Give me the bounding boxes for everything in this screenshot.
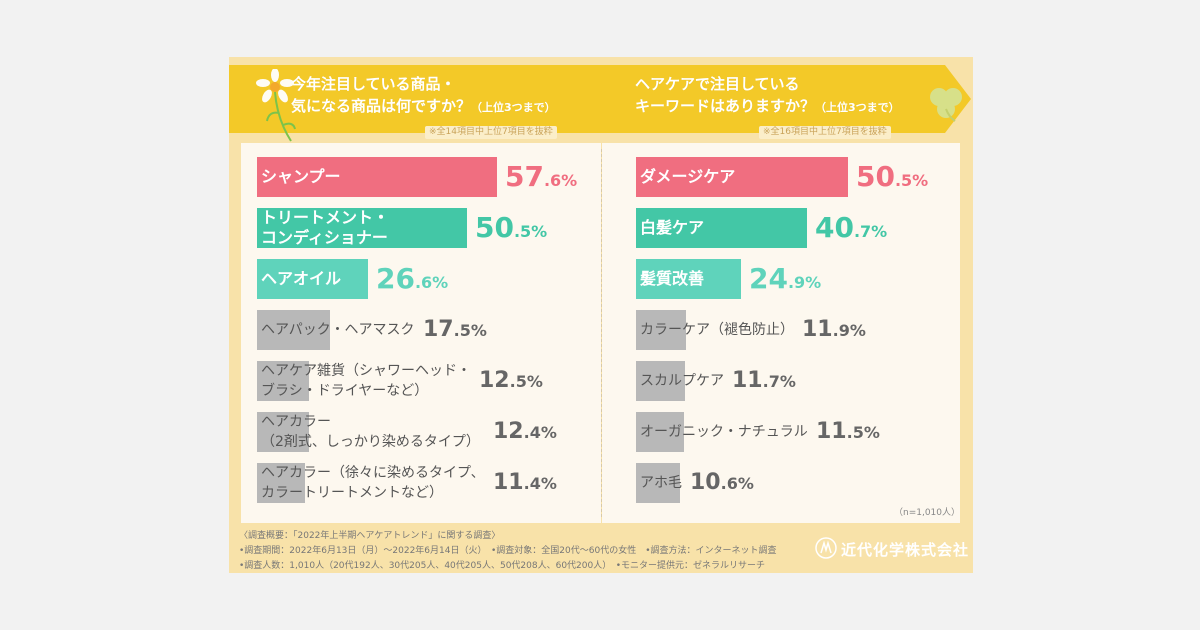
value-label: 50.5% xyxy=(856,160,929,193)
company-name: 近代化学株式会社 xyxy=(841,541,970,559)
note-right: ※全16項目中上位7項目を抜粋 xyxy=(759,126,891,139)
bar xyxy=(636,259,741,299)
chart-panel-left: シャンプー 57.6% トリートメント・ コンディショナー 50.5% ヘアオイル 26.6… xyxy=(241,143,601,523)
question-banner xyxy=(229,65,945,133)
bar-label: ヘアパック・ヘアマスク xyxy=(261,322,415,338)
value-label: 11.9% xyxy=(802,317,866,342)
bar-label: シャンプー xyxy=(261,167,341,186)
value-label: 10.6% xyxy=(690,470,754,495)
bar xyxy=(257,208,467,248)
chart-right: ダメージケア 50.5% 白髪ケア 40.7% 髪質改善 24.9% カラーケア（褪色防止）… xyxy=(602,143,960,523)
question-right-line1: ヘアケアで注目している xyxy=(635,75,800,93)
value-label: 24.9% xyxy=(749,262,822,295)
question-left-sub: （上位3つまで） xyxy=(471,101,556,114)
value-label: 26.6% xyxy=(376,262,449,295)
flower-icon xyxy=(256,69,296,142)
bar xyxy=(257,463,305,503)
bar xyxy=(257,361,309,401)
footer-sample: •調査人数：1,010人（20代192人、30代205人、40代205人、50代… xyxy=(239,561,766,571)
footer-period: •調査期間：2022年6月13日（月）～2022年6月14日（火） •調査対象：… xyxy=(239,546,777,556)
sample-size-note: （n=1,010人） xyxy=(894,508,961,518)
bar xyxy=(636,463,680,503)
bar xyxy=(257,157,497,197)
bar-label: アホ毛 xyxy=(640,475,682,491)
value-label: 11.7% xyxy=(732,368,796,393)
bar-label: スカルプケア xyxy=(640,373,724,389)
bar-label: ヘアカラー （2剤式、しっかり染めるタイプ） xyxy=(261,414,480,450)
value-label: 12.4% xyxy=(493,419,557,444)
bar-label: カラーケア（褪色防止） xyxy=(640,322,794,338)
bar xyxy=(636,412,684,452)
chart-panel-right: ダメージケア 50.5% 白髪ケア 40.7% 髪質改善 24.9% カラーケア（褪色防止）… xyxy=(602,143,960,523)
value-label: 40.7% xyxy=(815,211,888,244)
value-label: 57.6% xyxy=(505,160,578,193)
value-label: 17.5% xyxy=(423,317,487,342)
bar xyxy=(636,361,685,401)
bar xyxy=(257,412,309,452)
question-left-line1: 今年注目している商品・ xyxy=(291,75,456,93)
clover-icon xyxy=(930,88,962,122)
note-left: ※全14項目中上位7項目を抜粋 xyxy=(425,126,557,139)
question-right-line2: キーワードはありますか？ xyxy=(635,97,816,115)
question-left: 今年注目している商品・ 気になる商品は何ですか？（上位3つまで） xyxy=(291,73,556,119)
question-right: ヘアケアで注目している キーワードはありますか？（上位3つまで） xyxy=(635,73,900,119)
bar-label: ヘアオイル xyxy=(261,269,342,288)
divider-line xyxy=(601,149,602,517)
question-left-line2: 気になる商品は何ですか？ xyxy=(291,97,472,115)
bar xyxy=(257,259,368,299)
bar-label: 白髪ケア xyxy=(640,218,705,237)
value-label: 50.5% xyxy=(475,211,548,244)
bar-label: オーガニック・ナチュラル xyxy=(640,424,808,440)
bar xyxy=(257,310,330,350)
bar xyxy=(636,208,807,248)
footer-summary: 〈調査概要：「2022年上半期ヘアケアトレンド」に関する調査〉 xyxy=(239,531,501,541)
value-label: 12.5% xyxy=(479,368,543,393)
bar-label: ヘアカラー（徐々に染めるタイプ、 カラートリートメントなど） xyxy=(261,465,485,501)
bar-label: ダメージケア xyxy=(640,167,736,186)
bar xyxy=(636,157,848,197)
bar-label: ヘアケア雑貨（シャワーヘッド・ ブラシ・ドライヤーなど） xyxy=(261,363,471,399)
infographic-card: 今年注目している商品・ 気になる商品は何ですか？（上位3つまで） ヘアケアで注目… xyxy=(229,57,973,573)
question-right-sub: （上位3つまで） xyxy=(815,101,900,114)
bar xyxy=(636,310,686,350)
value-label: 11.5% xyxy=(816,419,880,444)
value-label: 11.4% xyxy=(493,470,557,495)
chart-left: シャンプー 57.6% トリートメント・ コンディショナー 50.5% ヘアオイル 26.6… xyxy=(241,143,601,523)
bar-label: トリートメント・ コンディショナー xyxy=(261,208,390,247)
bar-label: 髪質改善 xyxy=(640,269,705,288)
company-logo-icon xyxy=(815,537,837,559)
